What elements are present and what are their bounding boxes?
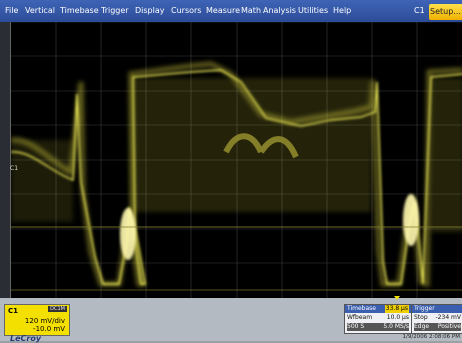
waveform-svg (11, 22, 462, 298)
timebase-row: Wfbeam 10.0 µs (347, 314, 409, 321)
channel-scale: 120 mV/div (24, 317, 65, 325)
timebase-descriptor[interactable]: Timebase 33.8 µs Wfbeam 10.0 µs 500 S 5.0 M… (344, 304, 412, 334)
menu-math[interactable]: Math (241, 6, 262, 15)
coupling-badge: DC1M (48, 306, 67, 312)
date-time: 1/9/2006 2:08:06 PM (402, 334, 460, 340)
menu-analysis[interactable]: Analysis (263, 6, 296, 15)
menu-timebase[interactable]: Timebase (60, 6, 99, 15)
timebase-header: Timebase 33.8 µs (345, 305, 411, 313)
trigger-header: Trigger (412, 305, 462, 313)
persistence-trace (11, 61, 462, 291)
trace-marker-strip (0, 22, 10, 298)
channel-offset: -10.0 mV (33, 325, 65, 333)
active-channel-indicator: C1 (414, 6, 425, 15)
trace-ground-marker: C1 (10, 165, 19, 172)
channel-descriptor[interactable]: C1 DC1M 120 mV/div -10.0 mV (4, 304, 70, 336)
trigger-position-marker (394, 296, 400, 300)
trigger-row: Stop -234 mV (414, 314, 461, 321)
menu-measure[interactable]: Measure (206, 6, 240, 15)
trigger-descriptor[interactable]: Trigger Stop -234 mV Edge Positive (411, 304, 462, 334)
menu-utilities[interactable]: Utilities (298, 6, 329, 15)
menu-cursors[interactable]: Cursors (171, 6, 202, 15)
timebase-value: 33.8 µs (384, 305, 409, 313)
trigger-row: Edge Positive (414, 323, 461, 331)
menu-file[interactable]: File (5, 6, 19, 15)
channel-label: C1 (8, 307, 19, 315)
menu-display[interactable]: Display (135, 6, 165, 15)
menu-trigger[interactable]: Trigger (101, 6, 129, 15)
setup-button[interactable]: Setup... (429, 4, 462, 20)
menu-help[interactable]: Help (333, 6, 352, 15)
waveform-display[interactable] (10, 22, 462, 298)
menu-bar: File Vertical Timebase Trigger Display C… (0, 0, 462, 22)
timebase-row: 500 S 5.0 MS/s (347, 323, 409, 331)
lecroy-logo: LeCroy (10, 334, 42, 343)
menu-vertical[interactable]: Vertical (25, 6, 55, 15)
